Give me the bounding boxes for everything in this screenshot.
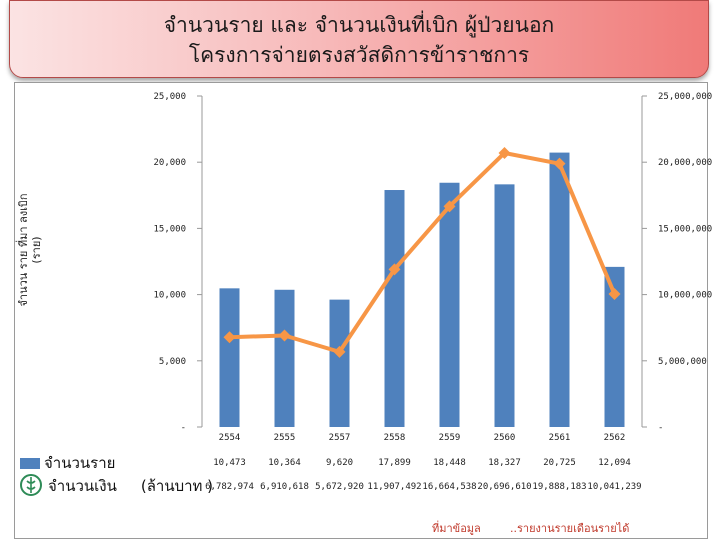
line-amount-marker	[333, 345, 346, 358]
bar-count-value-label: 18,327	[488, 458, 521, 468]
line-amount-value-label: 10,041,239	[587, 482, 641, 492]
bar-count	[604, 266, 625, 427]
legend-amount-unit: (ล้านบาท )	[140, 477, 214, 495]
line-amount-value-label: 16,664,538	[422, 482, 476, 492]
line-amount-value-label: 11,907,492	[367, 482, 421, 492]
category-label: 2560	[494, 433, 516, 443]
line-amount-value-label: 6,910,618	[260, 482, 309, 492]
bar-count	[219, 288, 240, 427]
line-amount-marker	[608, 288, 621, 301]
category-label: 2555	[274, 433, 296, 443]
line-amount-marker	[443, 200, 456, 213]
chart-title-line-1: จำนวนราย และ จำนวนเงินที่เบิก ผู้ป่วยนอก	[163, 13, 555, 37]
legend-count-label: จำนวนราย	[44, 454, 116, 472]
chart-title-line-2: โครงการจ่ายตรงสวัสดิการข้าราชการ	[188, 43, 530, 67]
line-amount	[229, 150, 617, 354]
legend-count-row: จำนวนราย	[20, 451, 115, 475]
footer-source-report: ..รายงานรายเดือนรายได้	[510, 522, 630, 535]
category-label: 2557	[329, 433, 351, 443]
bar-count-value-label: 10,364	[268, 458, 301, 468]
ministry-emblem-icon	[20, 474, 42, 496]
left-axis-tick-label: -	[181, 423, 186, 433]
left-axis-tick-label: 15,000	[153, 224, 186, 234]
right-axis-tick-label: 10,000,000	[658, 291, 712, 301]
category-label: 2561	[549, 433, 571, 443]
bar-count	[329, 299, 350, 427]
right-axis-tick-label: 5,000,000	[658, 357, 707, 367]
line-amount-value-label: 19,888,183	[532, 482, 586, 492]
bar-count	[549, 152, 570, 427]
legend-amount-row: จำนวนเงิน (ล้านบาท )	[48, 474, 213, 498]
line-amount-value-label: 5,672,920	[315, 482, 364, 492]
line-amount-marker	[388, 263, 401, 276]
right-axis-tick-label: 20,000,000	[658, 158, 712, 168]
category-label: 2558	[384, 433, 406, 443]
legend-amount-label: จำนวนเงิน	[48, 477, 117, 495]
chart-frame	[14, 82, 708, 539]
left-axis-tick-label: 5,000	[159, 357, 186, 367]
line-amount-marker	[553, 157, 566, 170]
line-amount-value-label: 6,782,974	[205, 482, 254, 492]
bar-count	[274, 289, 295, 427]
title-banner: จำนวนราย และ จำนวนเงินที่เบิก ผู้ป่วยนอก…	[9, 0, 709, 78]
bar-count	[494, 184, 515, 427]
left-axis-tick-label: 25,000	[153, 92, 186, 102]
right-axis-tick-label: 15,000,000	[658, 224, 712, 234]
left-axis-tick-label: 20,000	[153, 158, 186, 168]
right-axis-tick-label: 25,000,000	[658, 92, 712, 102]
line-amount-marker	[223, 331, 236, 344]
left-axis-tick-label: 10,000	[153, 291, 186, 301]
line-amount-value-label: 20,696,610	[477, 482, 531, 492]
bar-count-value-label: 18,448	[433, 458, 466, 468]
right-axis-tick-label: -	[658, 423, 663, 433]
bar-count-value-label: 10,473	[213, 458, 246, 468]
bar-count-value-label: 12,094	[598, 458, 631, 468]
bar-count-value-label: 9,620	[326, 458, 353, 468]
line-amount-marker	[278, 329, 291, 342]
category-label: 2562	[604, 433, 626, 443]
category-label: 2554	[219, 433, 241, 443]
bar-count-value-label: 20,725	[543, 458, 576, 468]
legend-count-swatch	[20, 458, 40, 469]
bar-count	[439, 182, 460, 427]
line-amount-marker	[498, 146, 511, 159]
footer-source-label: ที่มาข้อมูล	[432, 522, 481, 535]
bar-count	[384, 190, 405, 427]
bar-count-value-label: 17,899	[378, 458, 411, 468]
category-label: 2559	[439, 433, 461, 443]
